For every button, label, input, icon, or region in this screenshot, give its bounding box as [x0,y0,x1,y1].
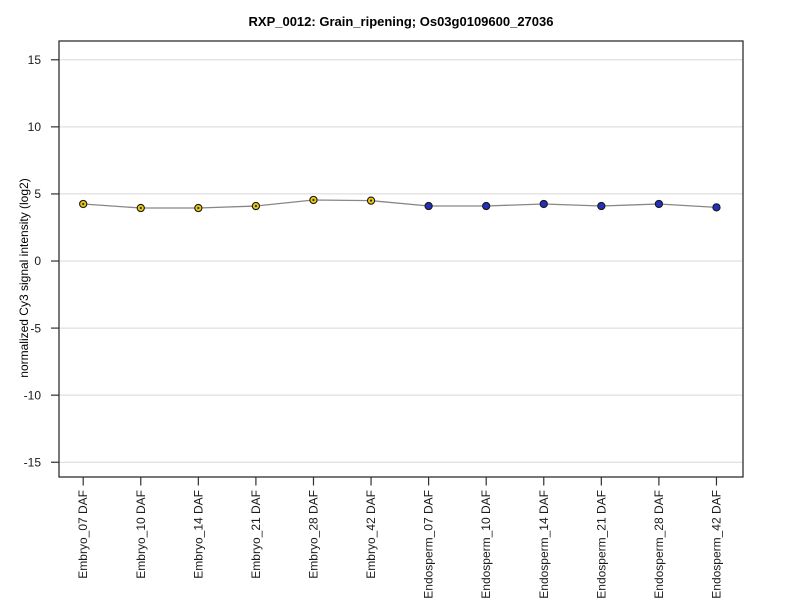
plot-frame [58,40,744,478]
x-category-label: Embryo_14 DAF [191,490,205,579]
x-category-label: Endosperm_42 DAF [709,490,723,599]
x-category-label: Endosperm_07 DAF [422,490,436,599]
x-category-label: Embryo_42 DAF [364,490,378,579]
x-category-label: Endosperm_21 DAF [594,490,608,599]
y-tick-label: 0 [34,254,41,268]
y-tick-label: -10 [24,388,42,402]
y-tick-label: -15 [24,455,42,469]
data-point-center-dot [254,204,258,208]
data-point-endosperm [712,203,721,212]
y-tick-label: 15 [28,53,42,67]
data-point-center-dot [312,198,315,202]
data-point-endosperm [424,201,433,211]
y-tick-label: 5 [34,187,41,201]
x-category-label: Endosperm_10 DAF [479,490,493,599]
data-point-center-dot [369,199,373,202]
series-line [83,199,717,209]
data-point-center-dot [82,202,85,206]
y-tick-label: 10 [28,120,42,134]
y-axis-title: normalized Cy3 signal intensity (log2) [17,178,31,378]
y-tick-label: -5 [30,321,41,335]
x-category-label: Endosperm_14 DAF [537,490,551,599]
data-point-endosperm [539,199,548,209]
data-point-center-dot [197,206,200,210]
x-category-label: Embryo_07 DAF [76,490,90,579]
x-category-label: Embryo_21 DAF [249,490,263,579]
x-category-label: Embryo_28 DAF [306,490,320,579]
data-point-center-dot [139,206,142,210]
data-point-endosperm [482,201,491,211]
x-category-label: Embryo_10 DAF [134,490,148,579]
data-point-endosperm [597,201,606,211]
data-point-endosperm [654,199,664,209]
x-category-label: Endosperm_28 DAF [652,490,666,599]
chart-title: RXP_0012: Grain_ripening; Os03g0109600_2… [248,14,554,29]
